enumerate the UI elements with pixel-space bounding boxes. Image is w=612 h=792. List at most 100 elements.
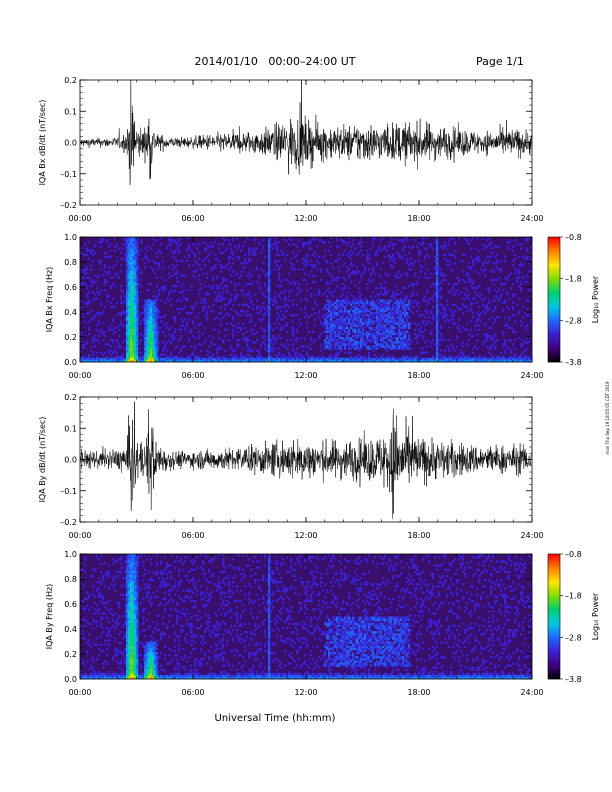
bx-spectrogram-cell — [374, 251, 377, 254]
bx-spectrogram-cell — [454, 349, 457, 352]
bx-spectrogram-cell — [442, 316, 445, 319]
bx-spectrogram-cell — [306, 351, 309, 354]
bx-spectrogram-cell — [266, 309, 269, 313]
bx-spectrogram-cell — [420, 347, 423, 350]
bx-spectrogram-cell — [134, 330, 137, 334]
bx-spectrogram-cell — [318, 239, 321, 242]
bx-colorbar-gradient — [548, 291, 560, 294]
bx-spectrogram-cell — [146, 334, 149, 338]
bx-spectrogram-cell — [364, 297, 367, 300]
bx-spectrogram-cell — [390, 345, 393, 348]
bx-spectrogram-cell — [336, 305, 339, 309]
bx-spectrogram-cell — [398, 314, 401, 317]
by-spectrogram-heatmap — [80, 554, 533, 680]
bx-spectrogram-cell — [366, 303, 369, 307]
bx-spectrogram-cell — [438, 357, 441, 361]
bx-spectrogram-cell — [356, 343, 359, 346]
by-spectrogram-cell — [102, 649, 105, 653]
bx-spectrogram-cell — [128, 339, 131, 342]
bx-spectrogram-cell — [228, 255, 231, 259]
bx-spectrogram-cell — [316, 245, 319, 248]
bx-spectrogram-cell — [170, 241, 173, 244]
bx-spectrogram-cell — [100, 239, 103, 242]
bx-spectrogram-cell — [268, 316, 271, 319]
by-spectrogram-cell — [108, 670, 111, 674]
bx-spectrogram-cell — [90, 345, 93, 348]
bx-spectrogram-cell — [410, 339, 413, 342]
bx-spectrogram-cell — [478, 316, 481, 319]
bx-spectrogram-cell — [150, 305, 153, 309]
bx-spectrogram-cell — [94, 334, 97, 338]
bx-spectrogram-cell — [256, 349, 259, 352]
bx-spectrogram-cell — [236, 359, 239, 363]
bx-spectrogram-cell — [344, 287, 347, 290]
bx-spectrogram-cell — [336, 307, 339, 311]
bx-spectrogram-cell — [444, 349, 447, 352]
bx-spectrogram-cell — [502, 282, 505, 286]
bx-spectrogram-cell — [478, 359, 481, 363]
bx-spectrogram-cell — [182, 274, 185, 277]
bx-spectrogram-cell — [288, 291, 291, 294]
bx-spectrogram-cell — [238, 255, 241, 259]
bx-spectrogram-cell — [356, 297, 359, 300]
bx-spectrogram-cell — [422, 314, 425, 317]
bx-spectrogram-cell — [478, 305, 481, 309]
bx-colorbar-gradient — [548, 324, 560, 327]
bx-spectrogram-cell — [154, 337, 157, 340]
bx-spectrogram-cell — [368, 355, 371, 359]
bx-spectrogram-cell — [460, 349, 463, 352]
bx-spectrogram-cell — [402, 334, 405, 338]
bx-spectrogram-cell — [486, 307, 489, 311]
by-spectrogram-cell — [108, 676, 111, 680]
bx-spectrogram-cell — [330, 339, 333, 342]
bx-spectrogram-cell — [310, 314, 313, 317]
bx-spectrogram-cell — [440, 280, 443, 284]
bx-spectrogram-cell — [480, 355, 483, 359]
bx-spectrogram-cell — [292, 347, 295, 350]
by-spectrogram-cell — [108, 572, 111, 576]
bx-spectrogram-cell — [426, 345, 429, 348]
bx-spectrogram-cell — [94, 293, 97, 296]
bx-spectrogram-cell — [356, 316, 359, 319]
bx-spectrogram-cell — [510, 287, 513, 290]
bx-spectrogram-cell — [254, 239, 257, 242]
bx-spectrogram-cell — [354, 334, 357, 338]
bx-spectrogram-cell — [340, 301, 343, 304]
bx-spectrogram-cell — [318, 289, 321, 292]
bx-spectrogram-cell — [360, 299, 363, 302]
bx-spectrogram-cell — [498, 268, 501, 271]
bx-spectrogram-cell — [80, 299, 83, 302]
bx-spectrogram-cell — [154, 303, 157, 307]
bx-spectrogram-cell — [338, 299, 341, 302]
bx-spectrogram-cell — [508, 307, 511, 311]
bx-spectrogram-cell — [174, 357, 177, 361]
bx-spectrogram-cell — [398, 357, 401, 361]
bx-spectrogram-cell — [126, 247, 129, 250]
bx-spectrogram-cell — [476, 324, 479, 327]
bx-spectrogram-cell — [514, 339, 517, 342]
by-spectrogram-cell — [84, 674, 87, 678]
bx-spectrogram-cell — [194, 345, 197, 348]
bx-spectrogram-cell — [134, 297, 137, 300]
bx-spectrogram-cell — [372, 328, 375, 332]
bx-spectrogram-cell — [376, 303, 379, 307]
bx-spectrogram-cell — [398, 347, 401, 350]
bx-spectrogram-cell — [100, 259, 103, 263]
bx-spectrogram-cell — [338, 332, 341, 336]
bx-spectrogram-cell — [132, 320, 135, 323]
bx-spectrogram-cell — [356, 266, 359, 269]
bx-spectrogram-cell — [438, 309, 441, 313]
bx-spectrogram-cell — [338, 318, 341, 321]
bx-spectrogram-cell — [206, 359, 209, 363]
bx-spectrogram-cell — [144, 328, 147, 332]
bx-spectrogram-cell — [156, 299, 159, 302]
bx-spectrogram-cell — [338, 326, 341, 329]
bx-spectrogram-cell — [346, 330, 349, 334]
bx-spectrogram-cell — [400, 345, 403, 348]
bx-spectrogram-cell — [518, 359, 521, 363]
bx-spectrogram-cell — [156, 276, 159, 279]
bx-spectrogram-cell — [136, 262, 139, 265]
bx-spectrogram-cell — [276, 241, 279, 244]
bx-spectrogram-cell — [202, 299, 205, 302]
bx-spectrogram-cell — [328, 328, 331, 332]
